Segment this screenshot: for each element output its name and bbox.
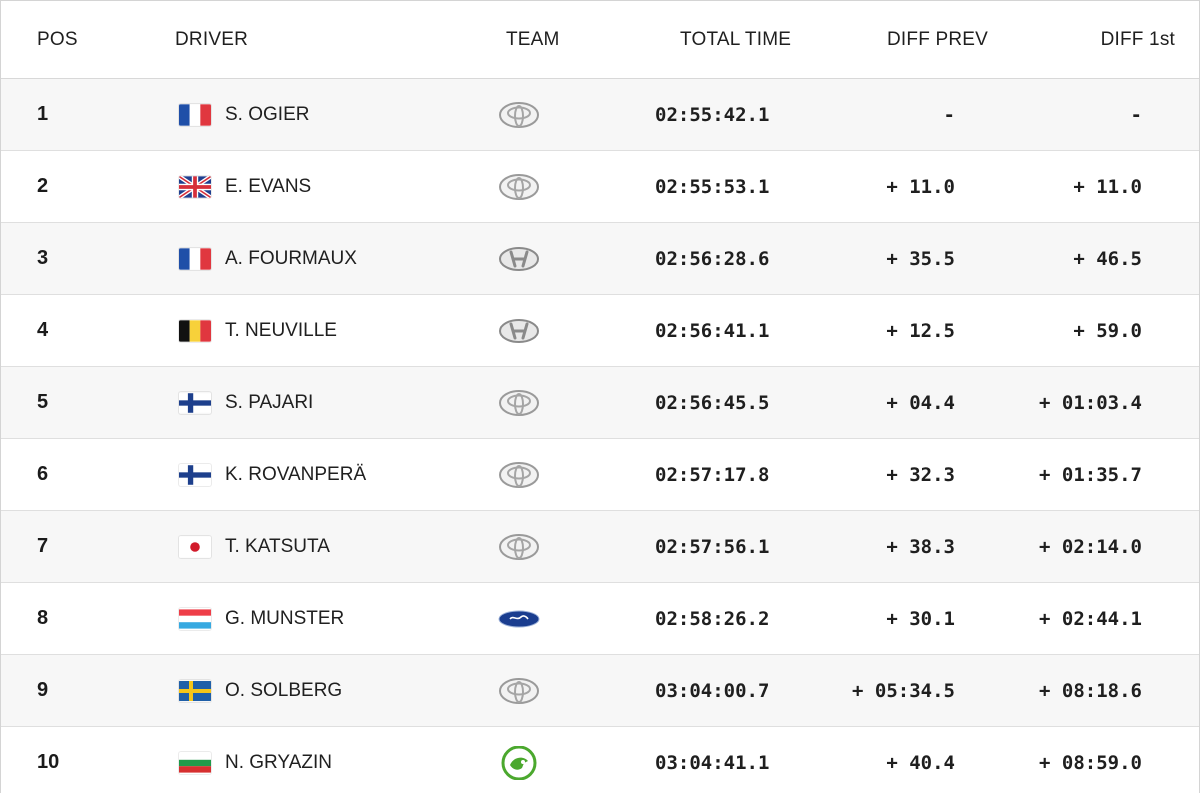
- total-time-cell: 02:56:28.6: [655, 248, 770, 270]
- position-cell: 1: [37, 103, 49, 125]
- diff-first-cell: + 08:18.6: [1039, 680, 1142, 702]
- diff-first-cell: + 01:03.4: [1039, 392, 1142, 414]
- finland-flag-icon: [179, 464, 211, 486]
- table-row[interactable]: 5 S. PAJARI 02:56:45.5 + 04.4 + 01:03.4: [1, 367, 1199, 439]
- total-time-cell: 02:58:26.2: [655, 608, 770, 630]
- toyota-logo-icon: [498, 170, 540, 204]
- toyota-logo-icon: [498, 98, 540, 132]
- position-cell: 8: [37, 607, 49, 629]
- total-time-cell: 02:57:17.8: [655, 464, 770, 486]
- table-header: POS DRIVER TEAM TOTAL TIME DIFF PREV DIF…: [1, 1, 1199, 79]
- toyota-logo-icon: [498, 674, 540, 708]
- position-cell: 2: [37, 175, 49, 197]
- total-time-cell: 02:56:45.5: [655, 392, 770, 414]
- diff-first-cell: -: [1130, 104, 1142, 126]
- table-row[interactable]: 6 K. ROVANPERÄ 02:57:17.8 + 32.3 + 01:35.7: [1, 439, 1199, 511]
- driver-name[interactable]: E. EVANS: [225, 176, 312, 197]
- finland-flag-icon: [179, 392, 211, 414]
- france-flag-icon: [179, 104, 211, 126]
- position-cell: 10: [37, 751, 60, 773]
- position-cell: 6: [37, 463, 49, 485]
- belgium-flag-icon: [179, 320, 211, 342]
- total-time-cell: 02:55:42.1: [655, 104, 770, 126]
- table-row[interactable]: 1 S. OGIER 02:55:42.1 - -: [1, 79, 1199, 151]
- header-driver[interactable]: DRIVER: [175, 29, 248, 50]
- table-row[interactable]: 3 A. FOURMAUX 02:56:28.6 + 35.5 + 46.5: [1, 223, 1199, 295]
- driver-name[interactable]: S. OGIER: [225, 104, 310, 125]
- table-row[interactable]: 2 E. EVANS 02:55:53.1 + 11.0 + 11.0: [1, 151, 1199, 223]
- driver-name[interactable]: T. KATSUTA: [225, 536, 330, 557]
- table-row[interactable]: 4 T. NEUVILLE 02:56:41.1 + 12.5 + 59.0: [1, 295, 1199, 367]
- toyota-logo-icon: [498, 530, 540, 564]
- diff-prev-cell: + 12.5: [886, 320, 955, 342]
- position-cell: 7: [37, 535, 49, 557]
- france-flag-icon: [179, 248, 211, 270]
- diff-prev-cell: + 40.4: [886, 752, 955, 774]
- total-time-cell: 02:56:41.1: [655, 320, 770, 342]
- position-cell: 5: [37, 391, 49, 413]
- toyota-logo-icon: [498, 458, 540, 492]
- luxembourg-flag-icon: [179, 608, 211, 630]
- header-diff-prev[interactable]: DIFF PREV: [887, 29, 989, 50]
- table-row[interactable]: 9 O. SOLBERG 03:04:00.7 + 05:34.5 + 08:18.6: [1, 655, 1199, 727]
- diff-first-cell: + 46.5: [1073, 248, 1142, 270]
- position-cell: 4: [37, 319, 49, 341]
- diff-prev-cell: + 38.3: [886, 536, 955, 558]
- position-cell: 9: [37, 679, 49, 701]
- diff-prev-cell: + 35.5: [886, 248, 955, 270]
- total-time-cell: 03:04:00.7: [655, 680, 770, 702]
- total-time-cell: 02:57:56.1: [655, 536, 770, 558]
- position-cell: 3: [37, 247, 49, 269]
- skoda-logo-icon: [498, 746, 540, 780]
- table-row[interactable]: 7 T. KATSUTA 02:57:56.1 + 38.3 + 02:14.0: [1, 511, 1199, 583]
- driver-name[interactable]: S. PAJARI: [225, 392, 314, 413]
- japan-flag-icon: [179, 536, 211, 558]
- bulgaria-flag-icon: [179, 752, 211, 774]
- diff-first-cell: + 59.0: [1073, 320, 1142, 342]
- diff-first-cell: + 01:35.7: [1039, 464, 1142, 486]
- diff-first-cell: + 02:14.0: [1039, 536, 1142, 558]
- uk-flag-icon: [179, 176, 211, 198]
- total-time-cell: 02:55:53.1: [655, 176, 770, 198]
- table-row[interactable]: 8 G. MUNSTER 02:58:26.2 + 30.1 + 02:44.1: [1, 583, 1199, 655]
- sweden-flag-icon: [179, 680, 211, 702]
- driver-name[interactable]: K. ROVANPERÄ: [225, 464, 367, 485]
- driver-name[interactable]: O. SOLBERG: [225, 680, 343, 701]
- driver-name[interactable]: G. MUNSTER: [225, 608, 345, 629]
- toyota-logo-icon: [498, 386, 540, 420]
- driver-name[interactable]: A. FOURMAUX: [225, 248, 357, 269]
- diff-first-cell: + 08:59.0: [1039, 752, 1142, 774]
- diff-prev-cell: + 11.0: [886, 176, 955, 198]
- header-pos[interactable]: POS: [37, 29, 78, 50]
- hyundai-logo-icon: [498, 314, 540, 348]
- diff-prev-cell: + 04.4: [886, 392, 955, 414]
- total-time-cell: 03:04:41.1: [655, 752, 770, 774]
- header-diff-first[interactable]: DIFF 1st: [1100, 29, 1175, 50]
- hyundai-logo-icon: [498, 242, 540, 276]
- diff-prev-cell: + 05:34.5: [852, 680, 955, 702]
- diff-first-cell: + 02:44.1: [1039, 608, 1142, 630]
- diff-prev-cell: + 32.3: [886, 464, 955, 486]
- driver-name[interactable]: T. NEUVILLE: [225, 320, 337, 341]
- table-row[interactable]: 10 N. GRYAZIN 03:04:41.1 + 40.4 + 08:59.0: [1, 727, 1199, 796]
- table-body: 1 S. OGIER 02:55:42.1 - - 2 E. EVANS 02:55:53.1…: [1, 79, 1199, 796]
- ford-logo-icon: [498, 602, 540, 636]
- diff-prev-cell: + 30.1: [886, 608, 955, 630]
- diff-first-cell: + 11.0: [1073, 176, 1142, 198]
- header-team[interactable]: TEAM: [506, 29, 560, 50]
- diff-prev-cell: -: [943, 104, 955, 126]
- driver-name[interactable]: N. GRYAZIN: [225, 752, 332, 773]
- header-total-time[interactable]: TOTAL TIME: [680, 29, 792, 50]
